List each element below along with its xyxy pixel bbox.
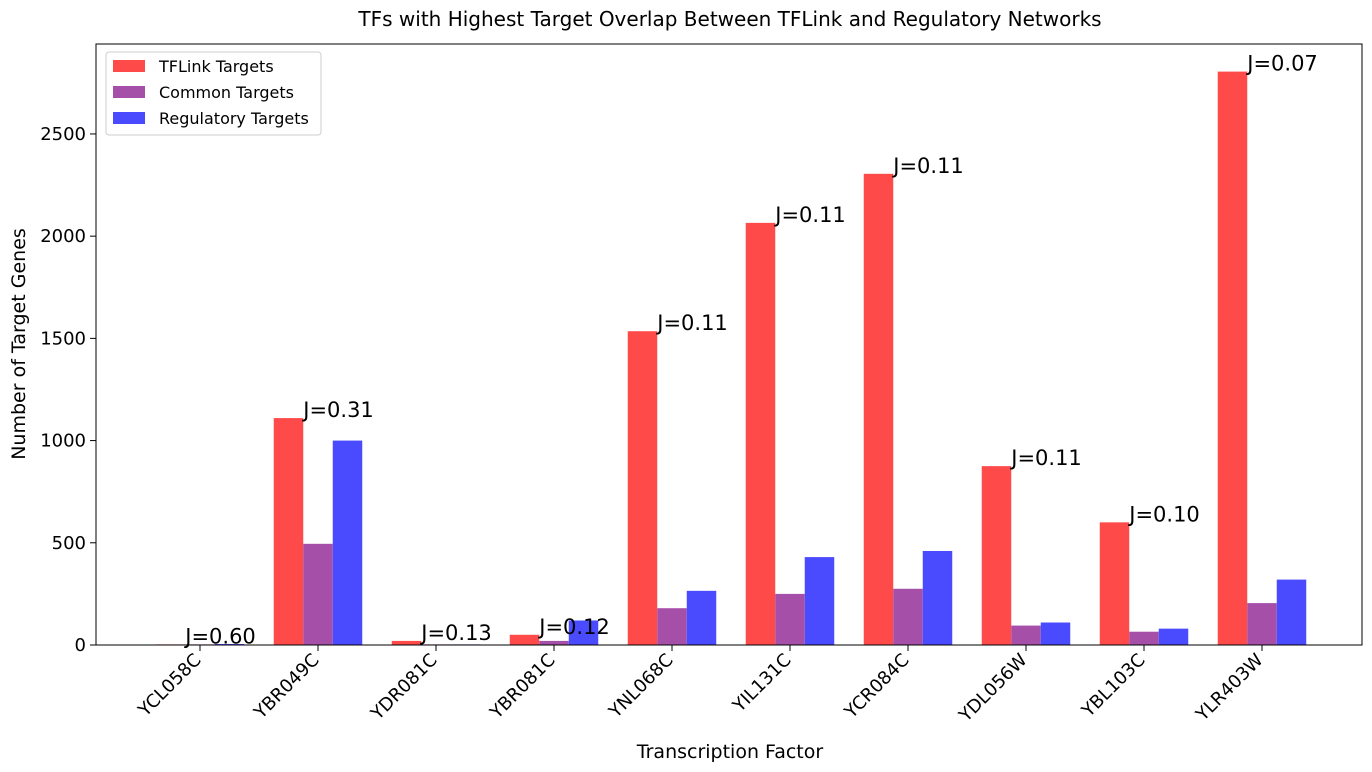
bar-common-targets-ynl068c <box>657 608 687 645</box>
legend-label: Common Targets <box>159 83 294 102</box>
bar-tflink-targets-ycr084c <box>863 173 894 645</box>
y-tick-label: 0 <box>75 635 86 656</box>
bar-tflink-targets-ylr403w <box>1217 71 1248 646</box>
legend-swatch <box>113 112 145 124</box>
bar-common-targets-ybl103c <box>1129 631 1159 645</box>
x-axis-label: Transcription Factor <box>636 741 824 763</box>
bar-common-targets-yil131c <box>775 593 805 645</box>
bar-common-targets-ydl056w <box>1011 625 1041 645</box>
x-tick-label: YIL131C <box>728 650 795 717</box>
y-tick-label: 2000 <box>40 226 86 247</box>
bar-regulatory-targets-ybr049c <box>332 440 363 645</box>
chart-title: TFs with Highest Target Overlap Between … <box>357 7 1101 31</box>
x-tick-label: YBL103C <box>1077 650 1149 722</box>
x-tick-label: YCL058C <box>134 650 206 722</box>
bar-common-targets-ybr049c <box>303 543 333 645</box>
annotations-group: J=0.60 J=0.31 J=0.13 J=0.12 J=0.11 J=0.11 J=0.… <box>183 52 1318 649</box>
bar-tflink-targets-ynl068c <box>627 331 658 645</box>
x-tick-label: YBR081C <box>485 650 559 724</box>
y-axis-label: Number of Target Genes <box>8 228 30 460</box>
bar-regulatory-targets-ydl056w <box>1040 622 1071 645</box>
bar-common-targets-ylr403w <box>1247 603 1277 645</box>
bar-regulatory-targets-ycr084c <box>922 550 953 645</box>
bar-regulatory-targets-ycl058c <box>214 643 245 645</box>
bar-tflink-targets-ybr081c <box>509 634 540 645</box>
jaccard-annotation: J=0.11 <box>773 203 846 227</box>
jaccard-annotation: J=0.11 <box>891 154 964 178</box>
jaccard-annotation: J=0.07 <box>1245 52 1318 76</box>
legend-box <box>105 51 322 136</box>
x-tick-label: YLR403W <box>1191 650 1267 726</box>
x-tick-label: YDR081C <box>366 650 441 725</box>
jaccard-annotation: J=0.11 <box>655 311 728 335</box>
y-tick-label: 1500 <box>40 328 86 349</box>
jaccard-annotation: J=0.10 <box>1127 502 1200 526</box>
bars-group <box>155 71 1307 646</box>
bar-common-targets-ybr081c <box>539 640 569 645</box>
bar-regulatory-targets-ynl068c <box>686 590 717 645</box>
legend-swatch <box>113 60 145 72</box>
bar-regulatory-targets-yil131c <box>804 557 835 645</box>
bar-regulatory-targets-ybl103c <box>1158 628 1189 645</box>
bar-tflink-targets-ybr049c <box>273 418 304 645</box>
legend: TFLink Targets Common Targets Regulatory T… <box>105 51 322 136</box>
bar-regulatory-targets-ybr081c <box>568 620 599 645</box>
bar-common-targets-ycr084c <box>893 588 923 645</box>
legend-label: Regulatory Targets <box>159 109 309 128</box>
x-tick-label: YCR084C <box>840 650 914 724</box>
bar-tflink-targets-ybl103c <box>1099 522 1130 645</box>
y-tick-label: 1000 <box>40 431 86 452</box>
jaccard-annotation: J=0.13 <box>419 621 492 645</box>
x-tick-label: YBR049C <box>249 650 323 724</box>
jaccard-annotation: J=0.60 <box>183 624 256 648</box>
x-axis: YCL058C YBR049C YDR081C YBR081C YNL068C YIL13… <box>134 645 1268 727</box>
jaccard-annotation: J=0.31 <box>301 398 374 422</box>
x-tick-label: YDL056W <box>954 650 1031 727</box>
y-tick-label: 2500 <box>40 124 86 145</box>
plot-frame <box>95 43 1363 646</box>
y-tick-label: 500 <box>52 533 86 554</box>
bar-tflink-targets-yil131c <box>745 222 776 645</box>
bar-tflink-targets-ydl056w <box>981 466 1012 645</box>
bar-tflink-targets-ydr081c <box>391 640 422 645</box>
x-tick-label: YNL068C <box>604 650 677 723</box>
bar-regulatory-targets-ylr403w <box>1276 579 1307 645</box>
legend-swatch <box>113 86 145 98</box>
y-axis: 0 500 1000 1500 2000 2500 <box>40 124 96 656</box>
jaccard-annotation: J=0.11 <box>1009 446 1082 470</box>
jaccard-annotation: J=0.12 <box>537 615 610 639</box>
legend-label: TFLink Targets <box>158 57 274 76</box>
